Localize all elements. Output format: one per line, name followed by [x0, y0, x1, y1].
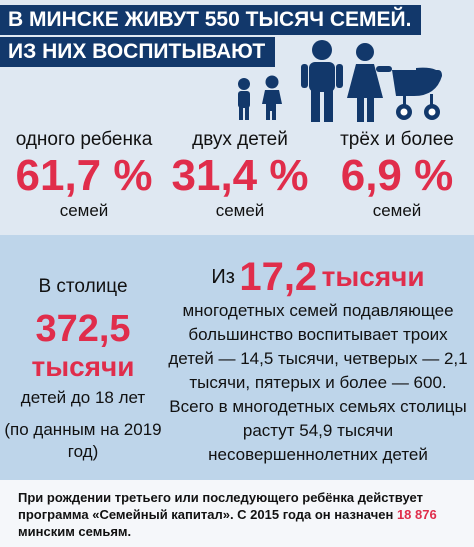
capital-source: (по данным на 2019 год) [4, 420, 162, 461]
large-families-text: многодетных семей подавляющее большинств… [168, 301, 468, 465]
large-families-block: Из 17,2 тысячи многодетных семей подавля… [168, 255, 468, 467]
stat-value: 31,4 % [171, 151, 309, 200]
family-silhouettes-icon [238, 40, 442, 122]
stat-value: 61,7 % [15, 151, 153, 200]
large-families-unit: тысячи [321, 261, 425, 292]
stat-unit: семей [372, 201, 422, 220]
stat-unit: семей [59, 201, 109, 220]
capital-number-unit: тысячи [31, 351, 135, 382]
stat-label: двух детей [192, 129, 288, 150]
stat-unit: семей [215, 201, 265, 220]
stat-one-child: одного ребенка 61,7 % семей [8, 128, 160, 222]
footer-text: При рождении третьего или последующего р… [18, 490, 423, 522]
footer-section [0, 480, 474, 547]
middle-section [0, 235, 474, 480]
capital-intro: В столице [38, 276, 128, 297]
capital-number: 372,5 [35, 308, 131, 350]
headline-line-2: ИЗ НИХ ВОСПИТЫВАЮТ [0, 37, 276, 67]
capital-desc: детей до 18 лет [20, 388, 146, 407]
stat-value: 6,9 % [340, 151, 454, 200]
footer-text-end: минским семьям. [18, 524, 132, 539]
footer-highlight: 18 876 [396, 507, 437, 522]
stat-label: одного ребенка [15, 129, 153, 150]
large-families-prefix: Из [211, 266, 235, 288]
large-families-number: 17,2 [239, 255, 318, 299]
footer-note: При рождении третьего или последующего р… [18, 489, 468, 540]
stat-two-children: двух детей 31,4 % семей [170, 128, 310, 222]
capital-children-block: В столице 372,5 тысячи детей до 18 лет (… [0, 275, 166, 463]
headline-line-1: В МИНСКЕ ЖИВУТ 550 ТЫСЯЧ СЕМЕЙ. [0, 5, 422, 35]
stat-label: трёх и более [340, 129, 454, 150]
large-families-headline: Из 17,2 тысячи [168, 255, 468, 299]
stat-three-plus: трёх и более 6,9 % семей [322, 128, 472, 222]
